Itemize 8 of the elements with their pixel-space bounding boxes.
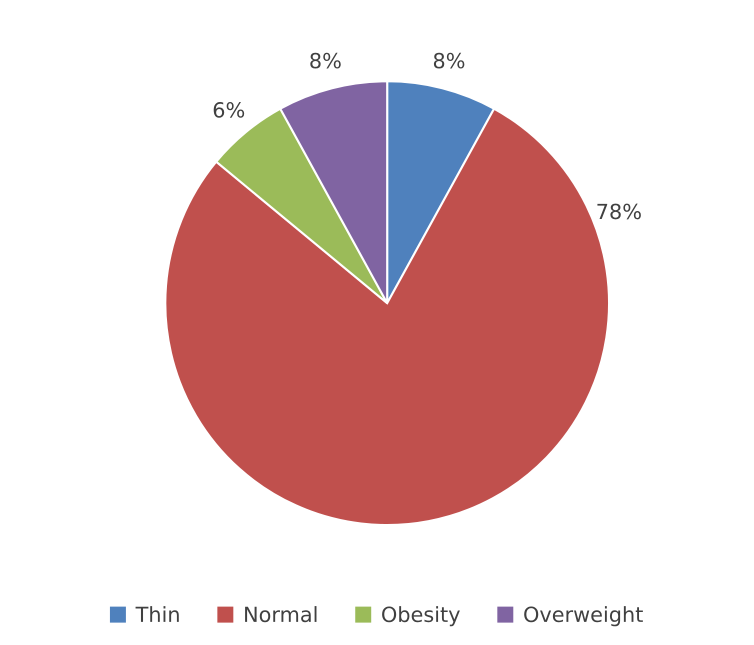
legend-label: Overweight [524, 606, 643, 626]
data-label: 8% [310, 52, 341, 68]
data-label: 8% [434, 52, 464, 68]
data-label: 78% [597, 204, 641, 220]
legend-label: Normal [245, 606, 316, 622]
legend-label: Obesity [382, 606, 460, 626]
legend-label: Thin [136, 606, 179, 622]
data-label: 6% [214, 102, 244, 118]
